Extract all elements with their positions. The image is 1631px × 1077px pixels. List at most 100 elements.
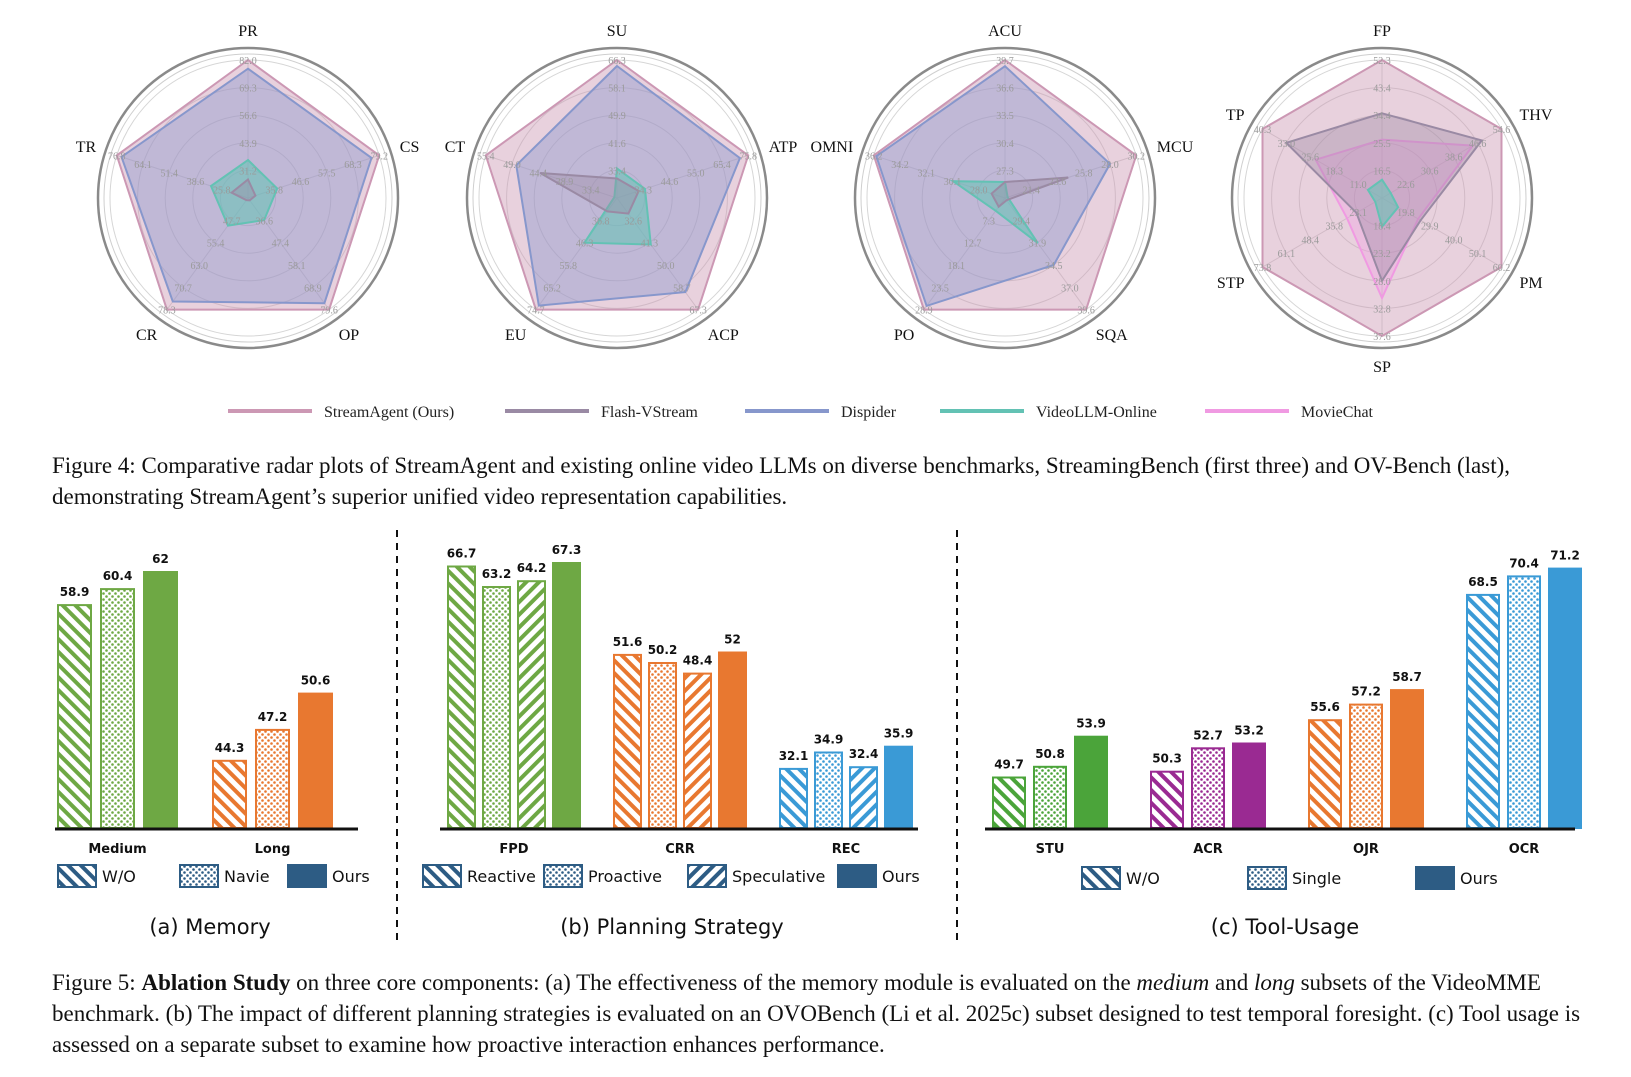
radar-tick-label: 54.6 [1493, 125, 1511, 136]
radar-tick-label: 34.2 [891, 160, 909, 171]
radar-tick-label: 75.8 [739, 151, 757, 162]
radar-tick-label: 33.5 [996, 111, 1014, 122]
radar-tick-label: 30.4 [996, 139, 1014, 150]
category-label-acr: ACR [1193, 842, 1223, 857]
legend-label: Single [1292, 869, 1341, 888]
bar-value-label: 32.1 [779, 749, 809, 763]
legend-swatch-solid [837, 864, 877, 888]
bar-value-label: 70.4 [1509, 556, 1539, 570]
radar-tick-label: 32.6 [624, 216, 642, 227]
radar-axis-label-thv: THV [1520, 107, 1553, 124]
radar-tick-label: 27.3 [996, 166, 1014, 177]
radar-tick-label: 23.6 [1049, 177, 1067, 188]
radar-series-flash_vstream [990, 176, 1069, 209]
radar-chart-4: 52.3 43.4 34.4 25.5 16.5 54.6 46.6 38.6 30.6 22.6… [1217, 23, 1553, 376]
radar-tick-label: 32.1 [918, 168, 936, 179]
radar-tick-label: 41.3 [641, 239, 659, 250]
bar-value-label: 55.6 [1310, 700, 1340, 714]
radar-tick-label: 28.0 [1101, 160, 1119, 171]
bar-long-dots [255, 728, 290, 829]
bar-value-label: 47.2 [258, 710, 288, 724]
radar-tick-label: 30.2 [1127, 151, 1145, 162]
radar-tick-label: 33.4 [608, 166, 626, 177]
radar-tick-label: 61.1 [1278, 249, 1296, 260]
radar-axis-label-sp: SP [1373, 359, 1391, 376]
radar-series-flash_vstream [539, 172, 640, 215]
bar-value-label: 63.2 [482, 567, 512, 581]
bar-value-label: 62 [152, 552, 169, 566]
cap5-i2: long [1253, 970, 1295, 995]
radar-tick-label: 34.4 [1373, 111, 1391, 122]
legend-label-flash_vstream: Flash-VStream [601, 404, 698, 421]
cap5-p1: on three core components: (a) The effect… [290, 970, 1137, 995]
radar-tick-label: 25.8 [1075, 168, 1093, 179]
radar-tick-label: 79.2 [370, 151, 388, 162]
bar-value-label: 32.4 [849, 747, 879, 761]
bar-panel-1: 58.9 60.4 62 Medium 44.3 47.2 50.6 Long W/O Navie… [55, 552, 370, 939]
figure-5-caption: Figure 5: Ablation Study on three core c… [52, 967, 1592, 1060]
bar-value-label: 52 [724, 633, 741, 647]
legend-label-videollm_online: VideoLLM-Online [1036, 404, 1157, 421]
bar-acr-dots [1191, 747, 1225, 829]
legend-label: Navie [224, 867, 270, 886]
legend-swatch-solid [287, 864, 327, 888]
radar-tick-label: 38.6 [187, 177, 205, 188]
radar-tick-label: 36.6 [255, 216, 273, 227]
radar-tick-label: 34.3 [634, 186, 652, 197]
radar-tick-label: 76.8 [108, 151, 126, 162]
radar-tick-label: 36.2 [865, 151, 883, 162]
bar-value-label: 52.7 [1193, 728, 1223, 742]
bar-medium-diag [57, 604, 92, 829]
panel-title-1: (a) Memory [149, 915, 270, 939]
radar-tick-label: 39.6 [1077, 306, 1095, 317]
radar-tick-label: 56.6 [239, 111, 257, 122]
legend-swatch-diag [422, 864, 462, 888]
category-label-rec: REC [832, 842, 860, 857]
radar-tick-label: 68.3 [344, 160, 362, 171]
radar-spoke [923, 197, 1006, 310]
legend-label-dispider: Dispider [841, 404, 897, 421]
radar-tick-label: 31.9 [1029, 239, 1047, 250]
radar-tick-label: 38.9 [556, 177, 574, 188]
radar-tick-label: 31.2 [239, 166, 257, 177]
radar-axis-label-fp: FP [1373, 23, 1391, 40]
radar-outer-ring [465, 46, 769, 350]
bar-value-label: 50.8 [1035, 747, 1065, 761]
category-label-ojr: OJR [1353, 842, 1379, 857]
radar-inner-ring [472, 53, 762, 343]
figure-4-caption: Figure 4: Comparative radar plots of Str… [52, 453, 1511, 509]
radar-figure: 82.0 69.3 56.6 43.9 31.2 79.2 68.3 57.5 46.6 35.8… [76, 23, 1553, 421]
radar-tick-label: 16.5 [1373, 166, 1391, 177]
bar-crr-diag2 [683, 672, 712, 829]
bar-ocr-diag [1466, 593, 1500, 830]
radar-tick-label: 12.7 [964, 239, 982, 250]
radar-tick-label: 58.1 [288, 261, 306, 272]
radar-tick-label: 41.6 [608, 139, 626, 150]
legend-label: W/O [102, 867, 136, 886]
radar-tick-label: 44.6 [661, 177, 679, 188]
bar-fpd-solid [552, 562, 581, 829]
radar-chart-1: 82.0 69.3 56.6 43.9 31.2 79.2 68.3 57.5 46.6 35.8… [76, 23, 419, 350]
radar-tick-label: 44.4 [530, 168, 548, 179]
radar-tick-label: 49.0 [503, 160, 521, 171]
radar-tick-label: 46.3 [576, 239, 594, 250]
radar-tick-label: 50.0 [657, 261, 675, 272]
radar-tick-label: 30.1 [944, 177, 962, 188]
bar-value-label: 50.3 [1152, 752, 1182, 766]
radar-axis-label-eu: EU [505, 327, 527, 344]
bar-panel-3: 49.7 50.8 53.9 STU 50.3 52.7 53.2 ACR 55.6 57.2 58… [985, 549, 1582, 939]
radar-axis-label-omni: OMNI [811, 139, 854, 156]
radar-series-videollm_online [209, 158, 279, 227]
radar-tick-label: 43.4 [1373, 84, 1391, 95]
bar-value-label: 66.7 [447, 547, 477, 561]
bar-long-solid [298, 692, 333, 829]
radar-tick-label: 43.9 [239, 139, 257, 150]
category-label-long: Long [255, 842, 291, 857]
radar-tick-label: 35.8 [265, 186, 283, 197]
radar-tick-label: 25.6 [1302, 153, 1320, 164]
radar-outer-ring [853, 46, 1157, 350]
bar-stu-diag [992, 776, 1026, 829]
radar-axis-label-acu: ACU [988, 23, 1022, 40]
radar-tick-label: 29.4 [1012, 216, 1030, 227]
radar-axis-label-ct: CT [445, 139, 466, 156]
